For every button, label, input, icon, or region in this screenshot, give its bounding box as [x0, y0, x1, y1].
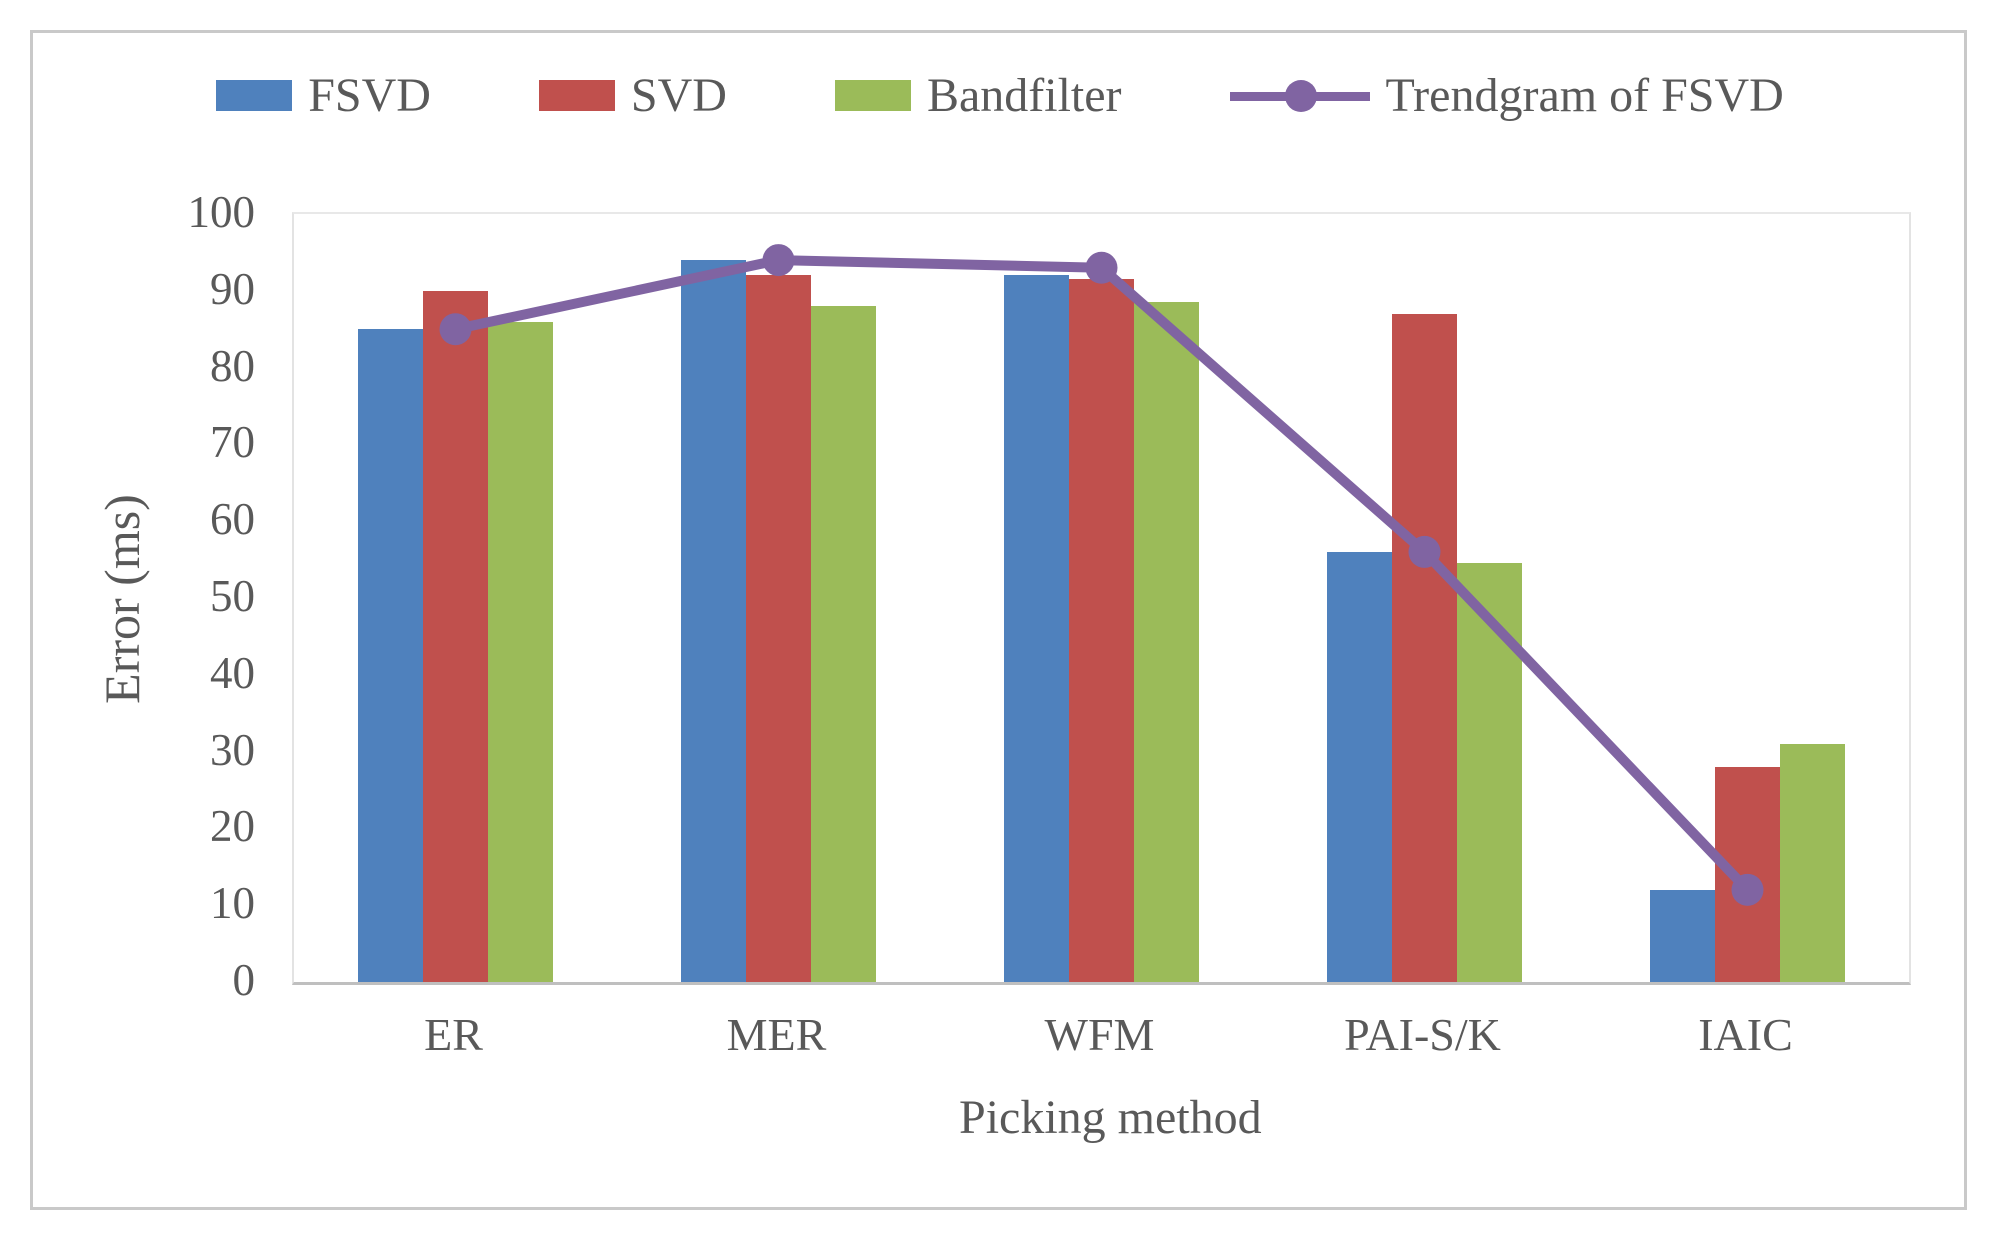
x-axis-title: Picking method [959, 1091, 1262, 1144]
y-tick-label-50: 50 [210, 571, 255, 621]
y-tick-label-40: 40 [210, 647, 255, 698]
bar-bandfilter-er [488, 321, 553, 982]
bar-fsvd-mer [681, 260, 746, 982]
trendgram-line-layer [439, 244, 1764, 906]
x-category-label-iaic: IAIC [1698, 1009, 1793, 1060]
bar-svd-er [423, 290, 488, 982]
y-tick-label-60: 60 [210, 494, 255, 545]
trendgram-line [450, 255, 1753, 895]
bar-svd-wfm [1069, 279, 1134, 982]
bar-bandfilter-mer [811, 306, 876, 982]
legend: FSVD SVD Bandfilter Trendgram of FSVD [0, 68, 2000, 123]
y-tick-label-90: 90 [210, 263, 255, 314]
fsvd-swatch [216, 80, 293, 111]
legend-item-fsvd: FSVD [216, 68, 431, 123]
legend-label-trendgram: Trendgram of FSVD [1385, 69, 1784, 122]
legend-label-svd: SVD [630, 69, 727, 122]
trendgram-marker-swatch-circle [1284, 79, 1317, 112]
legend-label-bandfilter: Bandfilter [926, 69, 1122, 122]
y-tick-label-0: 0 [232, 955, 256, 1005]
y-tick-label-70: 70 [210, 417, 255, 468]
bar-bandfilter-iaic [1780, 743, 1845, 982]
x-category-label-mer: MER [726, 1009, 827, 1060]
bar-fsvd-iaic [1650, 889, 1715, 982]
bar-svd-pai-s-k [1392, 313, 1457, 982]
legend-item-trendgram: Trendgram of FSVD [1229, 68, 1784, 123]
legend-label-fsvd: FSVD [308, 69, 431, 122]
legend-item-bandfilter: Bandfilter [834, 68, 1122, 123]
trendgram-marker-pai-s-k [1408, 535, 1441, 568]
x-category-label-er: ER [424, 1009, 483, 1060]
y-tick-label-30: 30 [210, 724, 255, 775]
svd-swatch [538, 80, 615, 111]
y-tick-label-10: 10 [210, 878, 255, 929]
bar-bandfilter-pai-s-k [1457, 563, 1522, 982]
x-category-label-wfm: WFM [1044, 1009, 1155, 1060]
figure-frame [30, 30, 1967, 1210]
trendgram-line-marker-swatch [1229, 79, 1370, 113]
trendgram-marker-iaic [1731, 873, 1764, 906]
legend-item-svd: SVD [538, 68, 727, 123]
y-tick-label-80: 80 [210, 340, 255, 391]
trendgram-marker-mer [762, 244, 795, 277]
bar-svd-mer [746, 275, 811, 982]
trendgram-marker-wfm [1085, 251, 1118, 284]
bandfilter-swatch [834, 80, 911, 111]
bar-fsvd-wfm [1004, 275, 1069, 982]
y-tick-label-20: 20 [210, 801, 255, 852]
bar-bandfilter-wfm [1134, 302, 1199, 982]
plot-area [292, 212, 1911, 985]
y-tick-label-100: 100 [187, 187, 256, 237]
bar-fsvd-er [358, 329, 423, 982]
x-category-label-pai-s-k: PAI-S/K [1344, 1009, 1501, 1060]
trendgram-marker-er [439, 313, 472, 346]
bar-fsvd-pai-s-k [1327, 551, 1392, 982]
